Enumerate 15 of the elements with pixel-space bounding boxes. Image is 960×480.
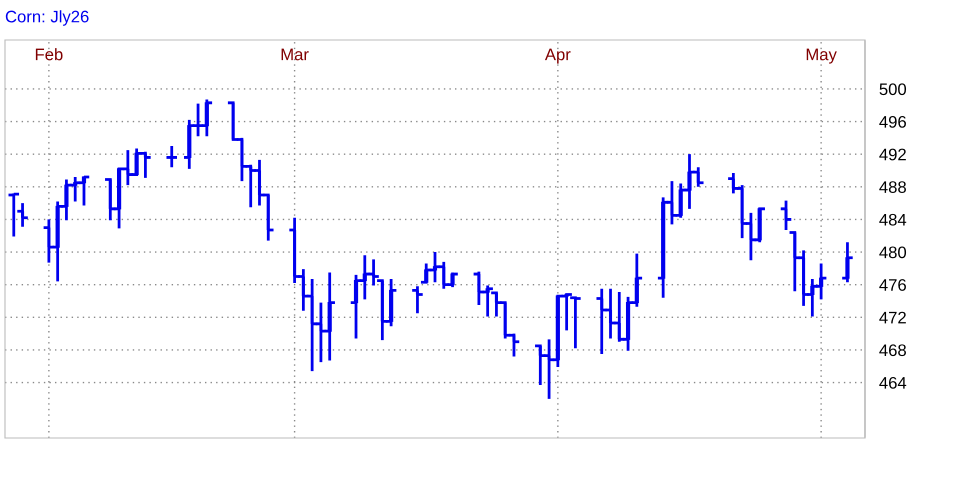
- y-tick-label: 468: [879, 344, 906, 356]
- y-tick-label: 476: [879, 279, 906, 291]
- y-tick-label: 488: [879, 181, 906, 194]
- y-tick-label: 492: [879, 148, 906, 160]
- chart-title: Corn: Jly26: [6, 10, 89, 26]
- y-tick-label: 484: [879, 214, 906, 226]
- x-tick-label: Feb: [36, 48, 63, 60]
- y-tick-label: 500: [880, 83, 906, 96]
- y-tick-label: 472: [879, 312, 906, 324]
- y-tick-label: 496: [879, 116, 906, 128]
- y-tick-label: 464: [879, 376, 906, 389]
- x-tick-label: Mar: [282, 48, 309, 60]
- x-tick-label: Apr: [544, 48, 571, 64]
- x-tick-label: May: [806, 48, 837, 64]
- y-tick-label: 480: [879, 246, 906, 258]
